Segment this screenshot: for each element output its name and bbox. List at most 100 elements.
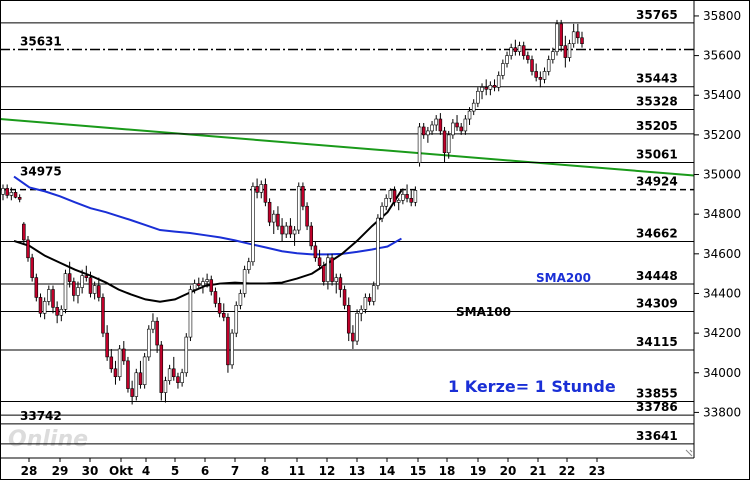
y-tick-label: 34800 [703,207,741,221]
x-tick-label: 4 [142,464,150,478]
x-tick-label: Okt [109,464,133,478]
y-tick-label: 34400 [703,286,741,300]
candle-body [17,197,22,200]
candle-body [521,45,526,56]
candle-body [5,188,9,196]
candle-body [492,85,497,88]
level-label-35061: 35061 [636,147,678,161]
level-labels: 35765 35631 35443 35328 35205 35061 34975 34924… [20,8,678,443]
y-tick-label: 35800 [703,9,741,23]
candle-body [280,225,284,235]
candle-body [1,188,5,195]
candle-body [446,134,451,154]
candle-body [330,257,334,282]
candle-body [47,289,51,302]
y-tick-label: 35600 [703,49,741,63]
candle-body [359,309,363,314]
x-tick-label: 20 [500,464,517,478]
candle-body [559,23,563,46]
candle-body [155,320,159,346]
candle-body [255,186,259,193]
y-tick-label: 34600 [703,247,741,261]
candle-body [571,31,576,44]
x-tick-label: 18 [439,464,456,478]
candle-body [334,277,338,282]
candle-body [230,332,234,366]
candle-body [305,205,309,227]
candle-body [126,360,130,389]
candle-body [117,348,122,378]
candle-body [167,368,172,381]
candle-body [51,289,55,308]
candle-body [484,87,488,90]
candle-body [471,102,476,112]
level-label-34975: 34975 [20,164,62,178]
candle-body [284,225,289,235]
logo-text: Online [8,427,88,452]
candle-body [463,118,468,132]
candle-body [247,261,251,270]
candle-body [563,45,568,58]
candle-body [451,122,455,136]
candle-body [401,194,405,201]
candle-body [480,87,484,92]
candle-body [271,213,276,223]
candle-body [163,380,168,393]
candle-body [438,118,443,132]
candles [1,19,584,405]
candle-body [67,273,72,282]
level-label-33742: 33742 [20,409,62,423]
candle-body [151,320,155,330]
candle-body [184,336,189,374]
level-label-33855: 33855 [636,387,678,401]
candle-body [405,194,409,199]
candle-body [130,388,134,397]
candle-body [26,239,30,259]
y-axis: 33800 34000 34200 34400 34600 34800 35000 35200… [694,9,741,419]
logo: Online [8,427,88,452]
candle-body [22,223,26,241]
x-tick-label: 8 [261,464,269,478]
candle-body [213,291,218,304]
level-label-35765: 35765 [636,8,678,22]
candle-body [92,285,97,294]
candle-body [351,332,355,342]
candle-body [197,283,201,286]
trendline-line [0,118,695,177]
candle-body [88,277,93,294]
x-tick-label: 29 [52,464,69,478]
candle-body [38,297,43,314]
candle-body [496,75,501,88]
x-tick-label: 13 [349,464,366,478]
x-tick-label: 12 [319,464,336,478]
candle-body [309,225,314,247]
candle-body [551,51,555,60]
candle-body [430,124,434,132]
candle-body [301,186,305,207]
candle-body [542,71,547,80]
candle-body [72,281,76,296]
level-label-34309: 34309 [636,297,678,311]
candle-body [101,297,105,334]
candle-body [442,130,447,154]
x-tick-label: 6 [201,464,209,478]
candle-body [346,305,351,334]
candle-body [109,356,114,370]
candle-body [134,372,139,397]
candle-body [80,275,84,288]
candle-body [396,200,401,203]
sma200-line [13,175,402,256]
sma200-label: SMA200 [536,271,591,285]
x-tick-label: 7 [231,464,239,478]
candle-body [488,85,493,90]
level-label-35205: 35205 [636,119,678,133]
y-tick-label: 35000 [703,168,741,182]
level-label-35443: 35443 [636,72,678,86]
level-label-33641: 33641 [636,429,678,443]
level-label-34448: 34448 [636,269,678,283]
candle-body [113,368,118,378]
candle-body [534,71,538,78]
candle-body [434,118,438,126]
